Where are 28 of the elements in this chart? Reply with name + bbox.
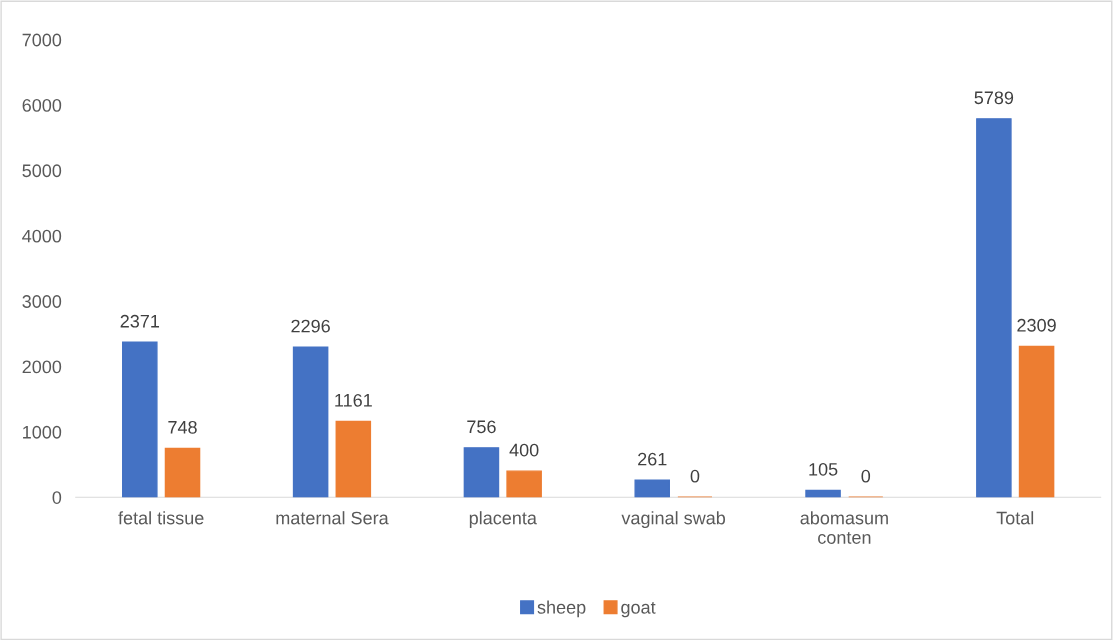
data-label: 261	[638, 452, 667, 466]
x-tick-label: fetal tissue	[118, 511, 204, 525]
x-tick-label: placenta	[469, 511, 537, 528]
data-label: 5789	[974, 91, 1014, 105]
y-tick-label: 3000	[22, 295, 62, 308]
data-label: 105	[809, 462, 838, 476]
x-tick-label: Total	[996, 511, 1034, 525]
data-label: 400	[509, 443, 539, 457]
data-label: 748	[168, 420, 197, 434]
data-label: 0	[861, 469, 871, 483]
y-tick-label: 6000	[22, 98, 62, 112]
y-tick-label: 1000	[23, 425, 62, 439]
y-tick-label: 0	[52, 491, 62, 504]
data-label: 756	[467, 420, 496, 434]
data-label: 2371	[120, 314, 160, 328]
x-tick-label: vaginal swab	[621, 511, 726, 528]
data-label: 1161	[335, 393, 372, 407]
data-label: 0	[690, 469, 700, 483]
y-tick-label: 5000	[22, 164, 62, 178]
legend-label: sheep	[537, 600, 586, 618]
data-label: 2296	[291, 319, 330, 333]
y-tick-label: 4000	[22, 229, 62, 243]
y-tick-label: 2000	[22, 360, 62, 374]
data-label: 2309	[1017, 318, 1056, 332]
x-tick-label: abomasum conten	[800, 511, 888, 544]
legend-label: goat	[621, 601, 656, 618]
x-tick-label: maternal Sera	[276, 511, 389, 525]
y-tick-label: 7000	[22, 33, 62, 47]
